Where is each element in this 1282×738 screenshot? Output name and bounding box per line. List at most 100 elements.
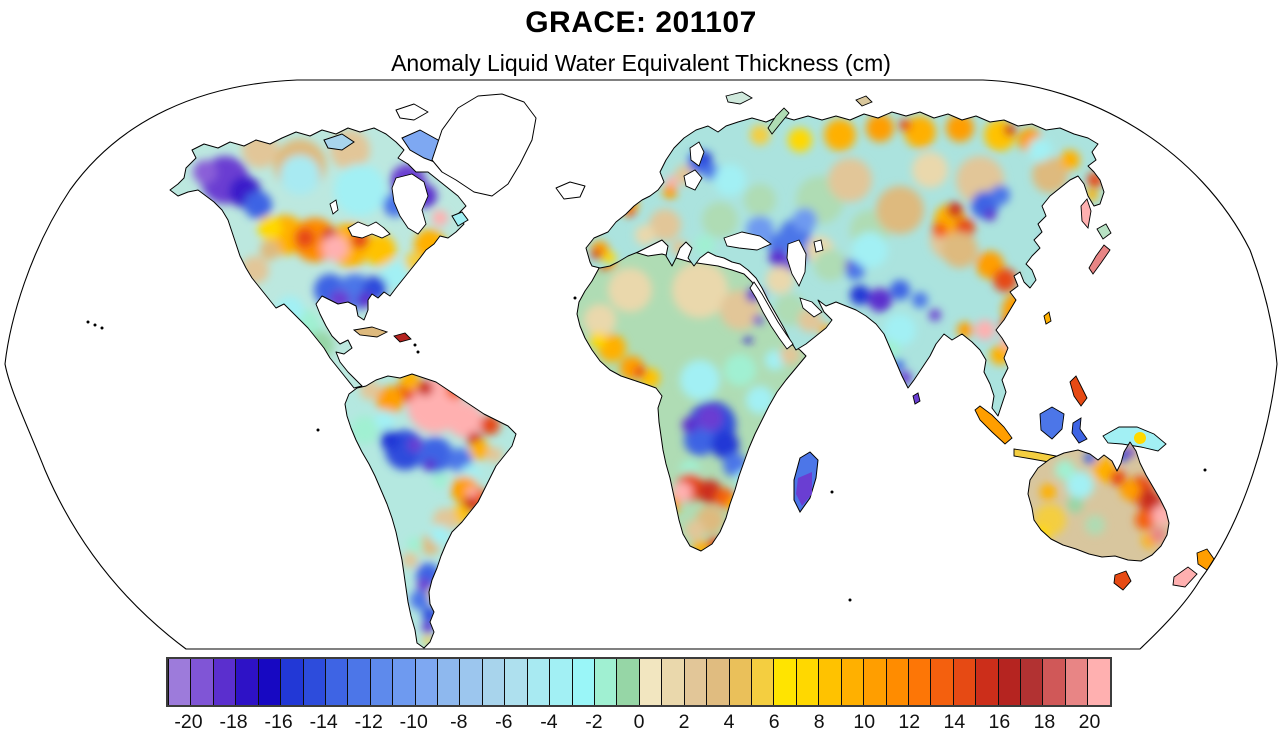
small-island-specks (86, 296, 1207, 602)
island-japan (1088, 223, 1112, 275)
colorbar-tick-label: 12 (898, 711, 921, 733)
colorbar-tick-label: -4 (540, 711, 558, 733)
colorbar-tick-label: -14 (309, 711, 338, 733)
colorbar-tick-label: -16 (264, 711, 293, 733)
colorbar-cell (324, 659, 348, 705)
colorbar-tick-label: -18 (219, 711, 248, 733)
lake-winnipeg (329, 199, 339, 215)
continent-south-america (344, 373, 517, 649)
colorbar-tick-label: 20 (1078, 711, 1101, 733)
colorbar-cell (840, 659, 864, 705)
page-title: GRACE: 201107 (525, 6, 757, 39)
colorbar-tick-label: 10 (853, 711, 876, 733)
persian-gulf (799, 297, 823, 318)
island-hispaniola (393, 332, 412, 343)
colorbar-cell (459, 659, 482, 705)
colorbar-cell (907, 659, 931, 705)
anomaly-blobs-australia (1029, 447, 1169, 557)
island-svalbard (725, 91, 753, 105)
colorbar (166, 657, 1112, 707)
colorbar-cell (706, 659, 729, 705)
colorbar-cell (549, 659, 572, 705)
colorbar-cell (190, 659, 213, 705)
colorbar-cell (280, 659, 303, 705)
colorbar-tick-label: -10 (399, 711, 428, 733)
island-ellesmere (395, 103, 429, 121)
islands-philippines (1069, 375, 1088, 407)
island-sumatra (974, 405, 1013, 445)
colorbar-tick-label: 8 (813, 711, 825, 733)
colorbar-tick-label: 16 (988, 711, 1011, 733)
colorbar-cell (594, 659, 617, 705)
island-newfoundland (451, 211, 469, 227)
colorbar-cell (437, 659, 460, 705)
island-borneo (1039, 406, 1065, 440)
colorbar-tick-label: -20 (174, 711, 203, 733)
anomaly-blobs-south-america (351, 374, 503, 645)
island-tasmania (1113, 570, 1132, 591)
baltic-sea (683, 169, 703, 191)
colorbar-cell (1020, 659, 1043, 705)
colorbar-cell (1064, 659, 1088, 705)
colorbar-cell (212, 659, 236, 705)
aral-sea (813, 239, 824, 253)
colorbar-tick-label: 6 (768, 711, 780, 733)
colorbar-cell (975, 659, 998, 705)
colorbar-tick-label: -12 (354, 711, 383, 733)
colorbar-cell (168, 659, 191, 705)
gulf-of-bothnia (689, 141, 705, 167)
new-guinea-highlands-anomaly (1134, 432, 1146, 444)
colorbar-cell (1042, 659, 1065, 705)
colorbar-tick-label: -8 (450, 711, 468, 733)
colorbar-cell (930, 659, 953, 705)
red-sea (749, 281, 794, 350)
colorbar-cell (885, 659, 908, 705)
island-sakhalin (1080, 198, 1092, 230)
island-sri-lanka (912, 392, 921, 405)
colorbar-cell (571, 659, 595, 705)
colorbar-tick-label: -6 (495, 711, 513, 733)
islands-southeast-asia (974, 375, 1167, 464)
colorbar-cell (257, 659, 281, 705)
continent-australia (1027, 441, 1170, 562)
colorbar-cell (997, 659, 1021, 705)
islands-new-zealand (1172, 548, 1215, 588)
colorbar-cell (481, 659, 505, 705)
island-severnaya-zemlya (855, 95, 873, 107)
colorbar-cell (302, 659, 325, 705)
island-victoria (323, 133, 355, 151)
colorbar-cell (392, 659, 415, 705)
colorbar-cell (369, 659, 393, 705)
colorbar-cell (750, 659, 774, 705)
colorbar-cell (728, 659, 751, 705)
colorbar-cell (638, 659, 662, 705)
island-taiwan (1043, 311, 1052, 325)
iceland (555, 181, 586, 200)
colorbar-cell (952, 659, 976, 705)
colorbar-tick-label: 4 (723, 711, 735, 733)
page-subtitle: Anomaly Liquid Water Equivalent Thicknes… (391, 50, 891, 76)
colorbar-cell (661, 659, 684, 705)
colorbar-cell (235, 659, 258, 705)
colorbar-cell (414, 659, 438, 705)
island-cuba (352, 326, 389, 338)
colorbar-cell (795, 659, 819, 705)
island-novaya-zemlya (767, 107, 790, 135)
colorbar-cell (616, 659, 639, 705)
caspian-sea (786, 239, 807, 287)
black-sea (723, 231, 772, 251)
colorbar-cell (818, 659, 841, 705)
hudson-bay (391, 173, 429, 235)
great-lakes (347, 221, 391, 239)
colorbar-cell (1087, 659, 1110, 705)
colorbar-cell (347, 659, 370, 705)
colorbar-tick-label: -2 (585, 711, 603, 733)
colorbar-tick-label: 2 (678, 711, 690, 733)
colorbar-tick-label: 0 (633, 711, 645, 733)
colorbar-ticks: -20 -18 -16 -14 -12 -10 -8 -6 -4 -2 0 2 4 6 8 10 12 14 16 1… (166, 711, 1112, 735)
colorbar-tick-label: 18 (1033, 711, 1056, 733)
greenland (431, 93, 537, 197)
colorbar-cell (526, 659, 550, 705)
